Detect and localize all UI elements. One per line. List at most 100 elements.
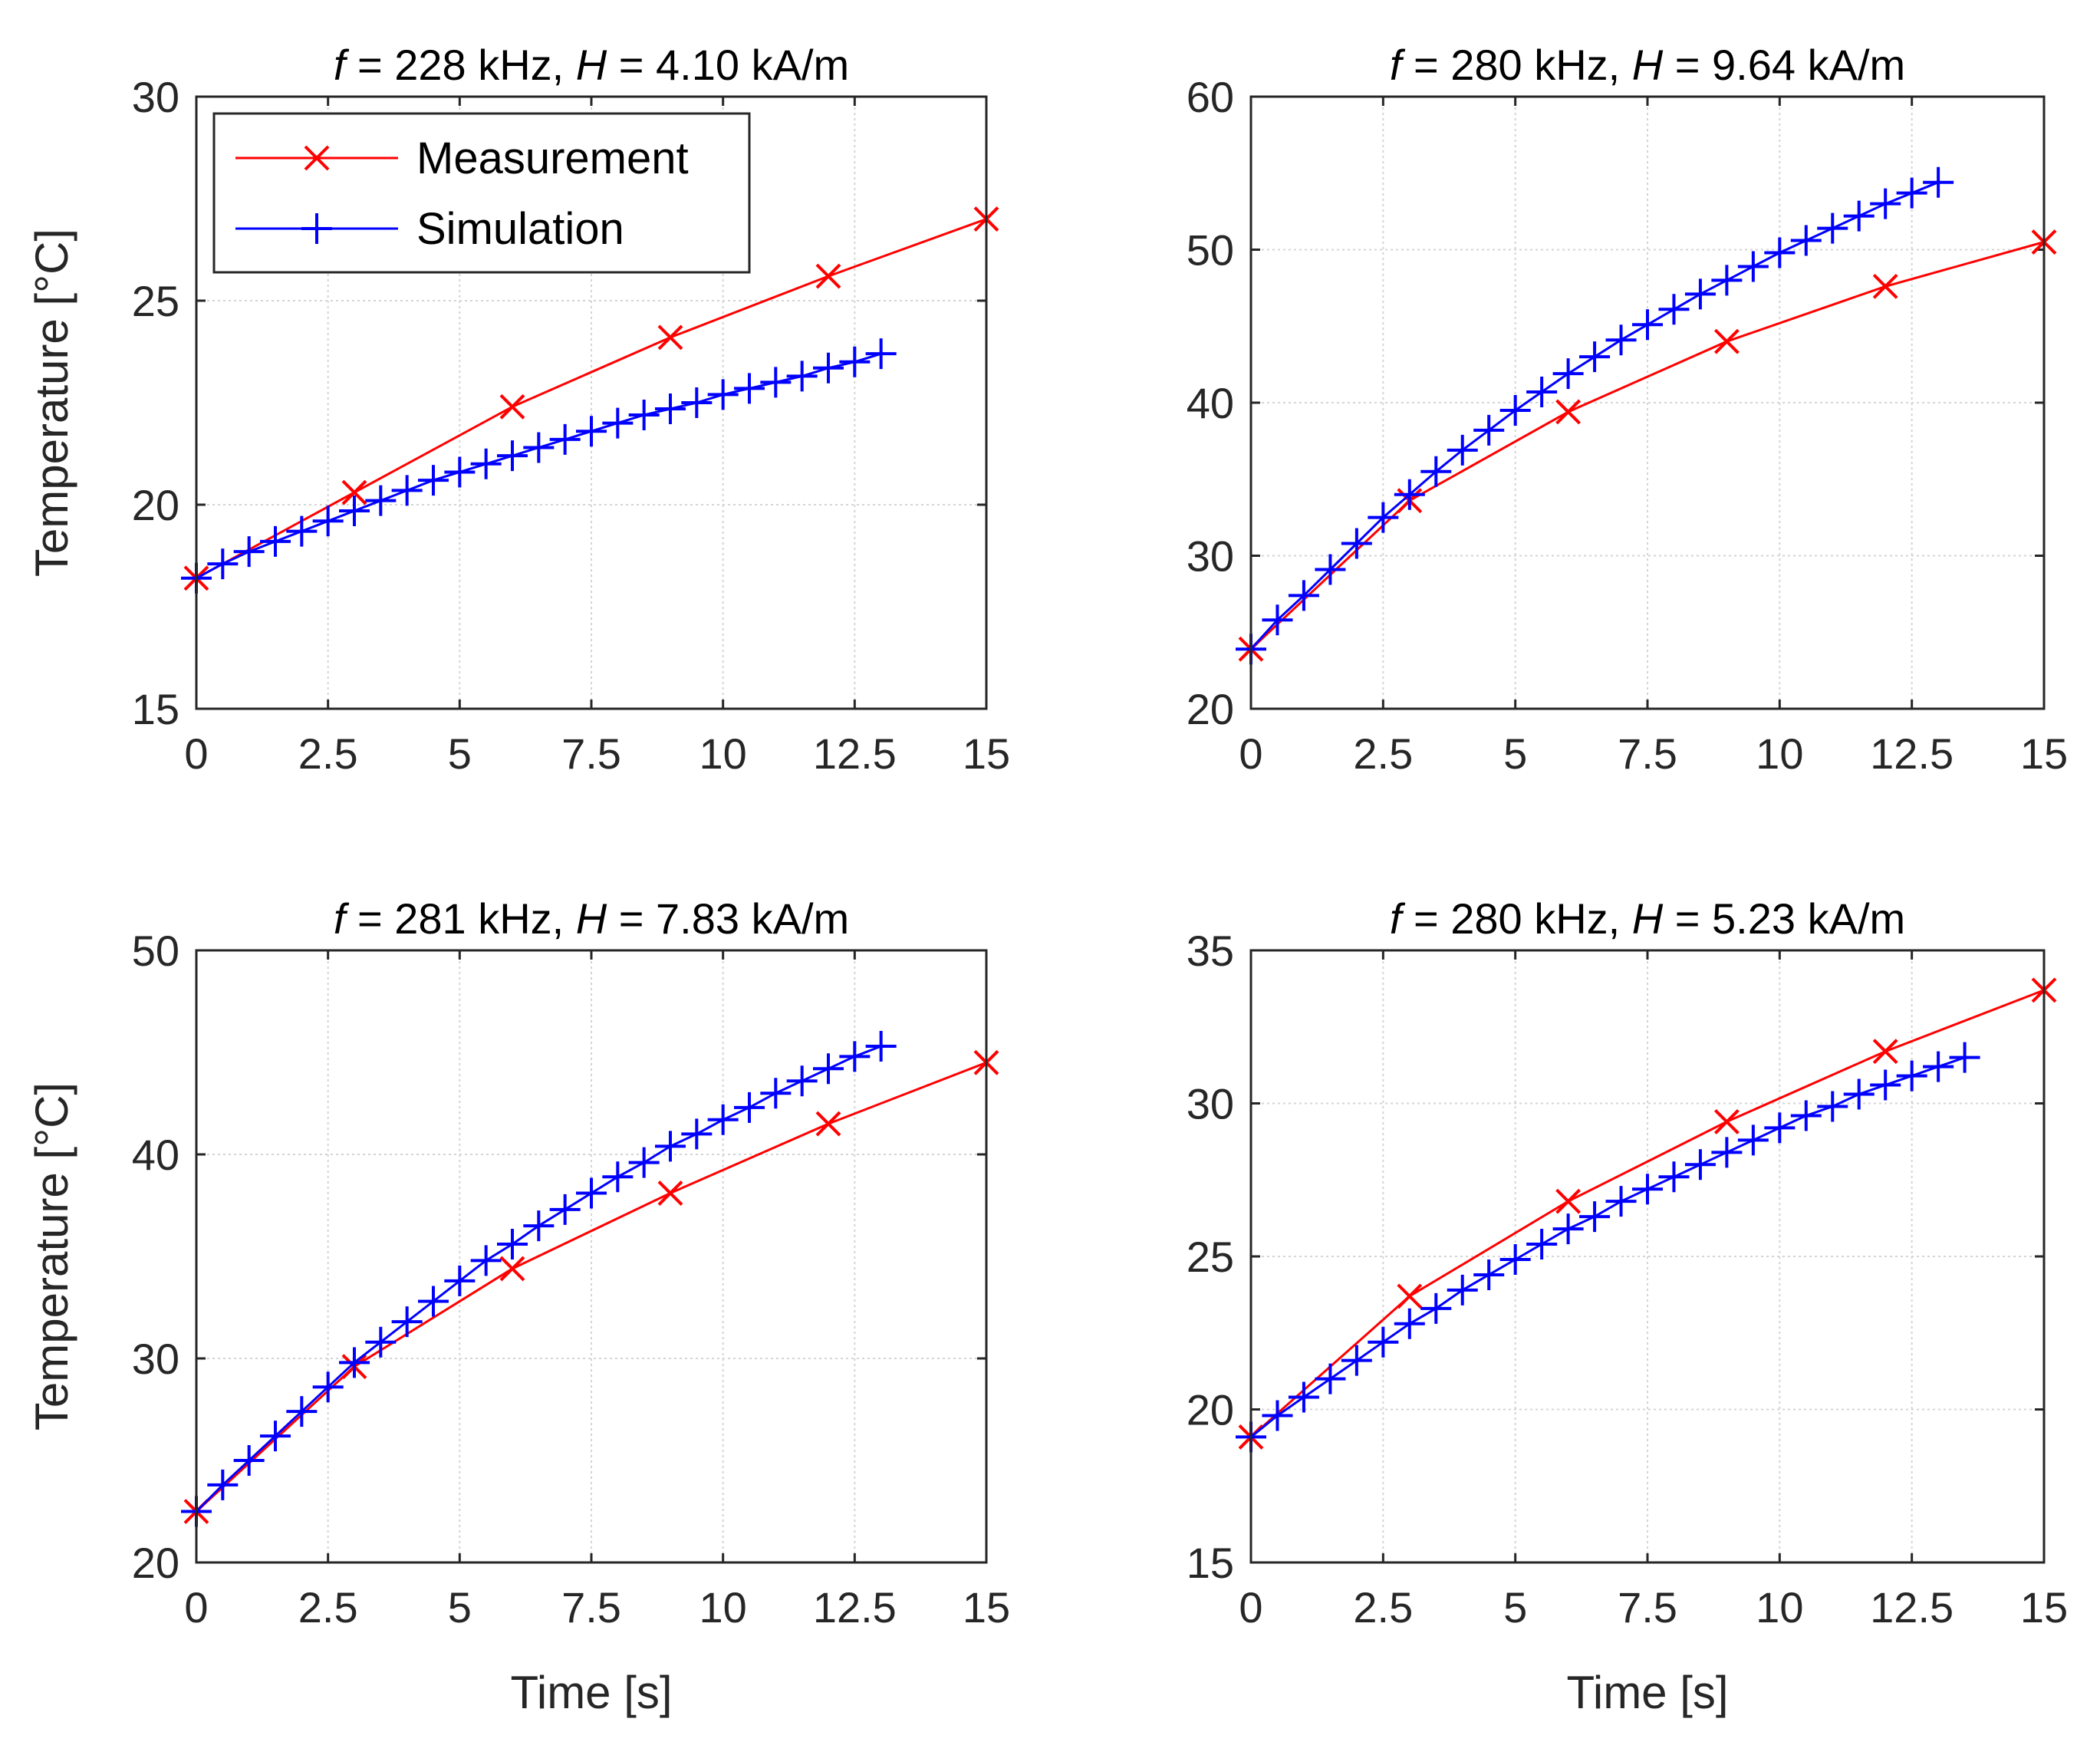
simulation-point <box>470 448 502 479</box>
simulation-point <box>1870 1069 1901 1101</box>
simulation-point <box>1764 1112 1796 1144</box>
simulation-markers <box>1236 1042 1980 1453</box>
simulation-point <box>1658 294 1690 325</box>
simulation-point <box>391 1306 423 1338</box>
simulation-point <box>260 1421 291 1452</box>
y-tick-label: 30 <box>1187 532 1234 581</box>
x-tick-label: 5 <box>1503 729 1527 778</box>
simulation-point <box>1632 309 1663 341</box>
simulation-point <box>365 1326 397 1358</box>
simulation-point <box>681 387 713 418</box>
x-tick-label: 10 <box>1756 1583 1803 1632</box>
simulation-point <box>339 1347 370 1378</box>
simulation-point <box>418 1286 449 1317</box>
measurement-point <box>657 1180 683 1206</box>
x-tick-label: 0 <box>184 729 208 778</box>
simulation-point <box>1499 394 1531 426</box>
measurement-point <box>1397 1283 1423 1309</box>
simulation-point <box>1843 1078 1875 1110</box>
legend: Measurement Simulation <box>212 112 751 274</box>
simulation-point <box>1923 166 1954 198</box>
axes-frame <box>1249 949 2046 1564</box>
legend-measurement-label: Measurement <box>416 133 689 183</box>
x-tick-label: 10 <box>699 1583 747 1632</box>
x-tick-label: 15 <box>963 729 1010 778</box>
subplot-top-right: 0 2.5 5 7.5 10 12.5 15 20 30 40 50 60 f = 280 kHz, H… <box>1187 41 2068 778</box>
simulation-point <box>602 1161 634 1193</box>
simulation-point <box>839 346 871 377</box>
simulation-point <box>1579 1201 1611 1233</box>
simulation-point <box>655 393 686 424</box>
measurement-point <box>1872 1039 1898 1065</box>
x-tick-label: 7.5 <box>1618 729 1677 778</box>
simulation-point <box>391 475 423 506</box>
y-tick-label: 20 <box>1187 1386 1234 1434</box>
y-tick-label: 20 <box>132 1539 179 1587</box>
y-tick-label: 15 <box>1187 1539 1234 1587</box>
y-tick-label: 30 <box>132 73 179 121</box>
simulation-point <box>497 1229 528 1260</box>
y-tick-label: 30 <box>132 1335 179 1383</box>
measurement-point <box>1713 328 1740 354</box>
simulation-point <box>786 361 818 392</box>
simulation-point <box>418 465 449 496</box>
simulation-point <box>1368 502 1399 533</box>
x-tick-label: 7.5 <box>1618 1583 1677 1632</box>
simulation-point <box>760 1078 792 1109</box>
x-tick-label: 12.5 <box>813 729 897 778</box>
simulation-point <box>602 407 634 439</box>
simulation-point <box>760 367 792 398</box>
subplot-bottom-left: 0 2.5 5 7.5 10 12.5 15 20 30 40 50 f = 281 kHz, H =… <box>26 894 1010 1718</box>
simulation-point <box>1526 377 1558 408</box>
y-tick-label: 40 <box>132 1131 179 1179</box>
y-tick-label: 25 <box>132 277 179 325</box>
measurement-point <box>499 393 525 420</box>
simulation-point <box>1658 1161 1690 1193</box>
simulation-point <box>813 352 844 384</box>
simulation-point <box>1579 341 1611 373</box>
x-axis-label: Time [s] <box>1566 1667 1728 1718</box>
axes-frame <box>195 949 988 1564</box>
axes-frame <box>1249 95 2046 710</box>
simulation-point <box>1605 324 1637 356</box>
simulation-point <box>1420 456 1452 487</box>
x-tick-label: 0 <box>1239 729 1262 778</box>
measurement-point <box>499 1256 525 1282</box>
simulation-point <box>1870 188 1901 219</box>
simulation-point <box>813 1053 844 1085</box>
y-tick-label: 15 <box>132 685 179 733</box>
simulation-point <box>1737 251 1769 282</box>
simulation-point <box>523 1210 555 1242</box>
x-tick-label: 10 <box>1756 729 1803 778</box>
measurement-point <box>1555 399 1582 425</box>
simulation-point <box>1315 554 1346 585</box>
simulation-point <box>1711 265 1743 296</box>
simulation-point <box>1632 1174 1663 1205</box>
x-axis-label: Time [s] <box>510 1667 672 1718</box>
y-tick-label: 50 <box>1187 226 1234 275</box>
simulation-point <box>444 456 476 488</box>
simulation-line <box>1250 1056 1966 1438</box>
x-tick-label: 12.5 <box>1870 729 1954 778</box>
x-tick-label: 0 <box>184 1583 208 1632</box>
simulation-point <box>1262 1400 1293 1431</box>
simulation-point <box>1473 414 1505 446</box>
y-tick-label: 40 <box>1187 379 1234 427</box>
measurement-point <box>1555 1188 1582 1214</box>
y-axis-label: Temperature [°C] <box>26 1082 77 1431</box>
simulation-point <box>839 1041 871 1072</box>
simulation-point <box>339 495 370 526</box>
simulation-point <box>286 515 318 547</box>
simulation-point <box>1923 1051 1954 1082</box>
x-tick-label: 2.5 <box>298 729 358 778</box>
simulation-point <box>786 1065 818 1097</box>
x-tick-label: 2.5 <box>1353 729 1413 778</box>
simulation-point <box>1764 237 1796 268</box>
simulation-point <box>1447 1274 1478 1306</box>
simulation-point <box>1288 1381 1319 1413</box>
x-tick-label: 2.5 <box>298 1583 358 1632</box>
chart-title: f = 228 kHz, H = 4.10 kA/m <box>334 41 849 89</box>
x-tick-label: 10 <box>699 729 747 778</box>
simulation-point <box>1949 1042 1980 1073</box>
